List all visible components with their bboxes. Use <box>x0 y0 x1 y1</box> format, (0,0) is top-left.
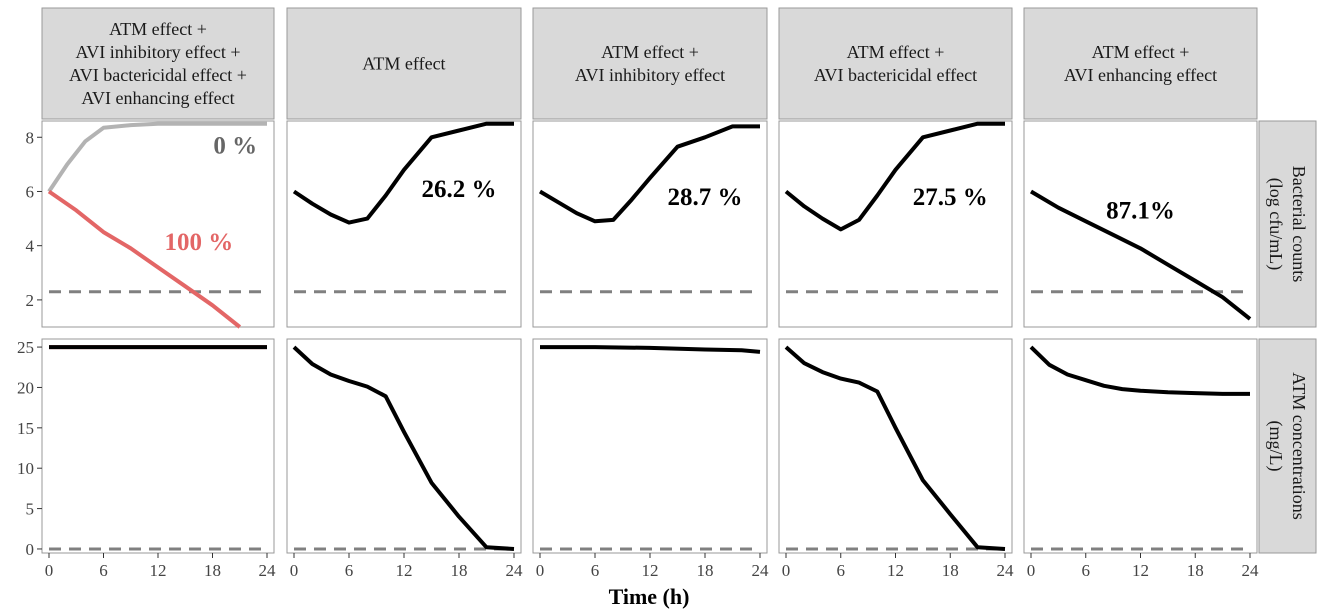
x-axis-title: Time (h) <box>609 584 690 609</box>
column-strip-label: AVI inhibitory effect + <box>76 42 241 62</box>
x-tick-label: 12 <box>887 561 904 580</box>
column-strip-bg <box>1024 8 1257 119</box>
x-tick-label: 12 <box>1132 561 1149 580</box>
x-tick-label: 18 <box>697 561 714 580</box>
x-axis-1: 0 6 12 18 24 <box>45 553 276 580</box>
x-axis-2: 0 6 12 18 24 <box>290 553 523 580</box>
x-tick-label: 6 <box>99 561 108 580</box>
column-strip-label: ATM effect <box>362 54 445 74</box>
row-strip-label: Bacterial counts <box>1289 166 1309 282</box>
x-tick-label: 24 <box>997 561 1015 580</box>
column-strips: ATM effect + AVI inhibitory effect + AVI b… <box>42 8 1257 119</box>
column-strip-bg <box>779 8 1012 119</box>
column-strip-5: ATM effect + AVI enhancing effect <box>1024 8 1257 119</box>
x-tick-label: 24 <box>259 561 277 580</box>
panel-r1-c5: 87.1% <box>1024 121 1257 327</box>
y-tick-label: 5 <box>26 500 35 519</box>
y-tick-label: 2 <box>26 291 35 310</box>
column-strip-1: ATM effect + AVI inhibitory effect + AVI b… <box>42 8 274 119</box>
panel-r1-c2: 26.2 % <box>287 121 521 327</box>
column-strip-label: AVI bactericidal effect <box>814 65 977 85</box>
x-tick-label: 6 <box>837 561 846 580</box>
row-strip-1: Bacterial counts(log cfu/mL) <box>1259 121 1316 327</box>
column-strip-4: ATM effect + AVI bactericidal effect <box>779 8 1012 119</box>
panel-r2-c3 <box>533 339 767 553</box>
x-tick-label: 0 <box>536 561 545 580</box>
panel-r2-c4 <box>779 339 1012 553</box>
panel-border <box>779 121 1012 327</box>
panel-r1-c1: 0 % 100 % 2 4 6 8 <box>26 121 275 327</box>
panel-border <box>533 121 767 327</box>
column-strip-label: AVI bactericidal effect + <box>69 65 247 85</box>
x-tick-label: 24 <box>752 561 770 580</box>
row-strip-2: ATM concentrations(mg/L) <box>1259 339 1316 553</box>
annotation-label: 28.7 % <box>668 184 743 211</box>
x-tick-label: 0 <box>45 561 54 580</box>
x-tick-label: 18 <box>451 561 468 580</box>
x-tick-label: 12 <box>642 561 659 580</box>
y-tick-label: 0 <box>26 540 35 559</box>
y-tick-label: 25 <box>17 338 34 357</box>
annotation-label: 27.5 % <box>913 184 988 211</box>
y-tick-label: 8 <box>26 128 35 147</box>
y-tick-label: 6 <box>26 182 35 201</box>
x-tick-label: 12 <box>396 561 413 580</box>
column-strip-label: ATM effect + <box>1092 42 1190 62</box>
x-tick-label: 24 <box>1242 561 1260 580</box>
x-axes: 0 6 12 18 24 0 6 12 18 24 0 6 12 18 24 0 6 12 18 24 0 6 12 18 24 <box>45 553 1259 580</box>
column-strip-3: ATM effect + AVI inhibitory effect <box>533 8 767 119</box>
row-strip-label: ATM concentrations <box>1289 372 1309 519</box>
row-strip-label: (mg/L) <box>1265 421 1286 472</box>
panel-border <box>42 339 274 553</box>
row-strips: Bacterial counts(log cfu/mL) ATM concentr… <box>1259 121 1316 553</box>
panel-r1-c4: 27.5 % <box>779 121 1012 327</box>
column-strip-2: ATM effect <box>287 8 521 119</box>
panel-r1-c3: 28.7 % <box>533 121 767 327</box>
column-strip-label: ATM effect + <box>109 19 207 39</box>
plot-panels: 0 % 100 % 2 4 6 8 26.2 % 28.7 % 27.5 % 87.1% 0 5 10 1… <box>17 121 1257 559</box>
x-axis-3: 0 6 12 18 24 <box>536 553 769 580</box>
x-tick-label: 6 <box>591 561 600 580</box>
x-tick-label: 6 <box>345 561 354 580</box>
column-strip-label: AVI enhancing effect <box>1064 65 1217 85</box>
x-tick-label: 6 <box>1082 561 1091 580</box>
x-tick-label: 18 <box>942 561 959 580</box>
x-axis-4: 0 6 12 18 24 <box>782 553 1014 580</box>
x-tick-label: 0 <box>1027 561 1036 580</box>
panel-r2-c5 <box>1024 339 1257 553</box>
panel-r2-c1: 0 5 10 15 20 25 <box>17 338 274 559</box>
annotation-label: 87.1% <box>1106 198 1175 225</box>
x-tick-label: 18 <box>204 561 221 580</box>
x-tick-label: 0 <box>782 561 791 580</box>
y-tick-label: 4 <box>26 237 35 256</box>
annotation-label: 0 % <box>213 133 257 160</box>
row-strip-label: (log cfu/mL) <box>1265 178 1286 270</box>
annotation-label: 100 % <box>165 229 234 256</box>
panel-border <box>533 339 767 553</box>
y-tick-label: 15 <box>17 419 34 438</box>
column-strip-label: ATM effect + <box>601 42 699 62</box>
y-tick-label: 20 <box>17 378 34 397</box>
x-tick-label: 0 <box>290 561 299 580</box>
x-tick-label: 18 <box>1187 561 1204 580</box>
column-strip-label: ATM effect + <box>847 42 945 62</box>
panel-border <box>779 339 1012 553</box>
column-strip-bg <box>533 8 767 119</box>
column-strip-label: AVI inhibitory effect <box>575 65 725 85</box>
annotation-label: 26.2 % <box>422 176 497 203</box>
x-tick-label: 12 <box>150 561 167 580</box>
panel-border <box>287 121 521 327</box>
y-tick-label: 10 <box>17 459 34 478</box>
column-strip-label: AVI enhancing effect <box>81 88 234 108</box>
x-axis-5: 0 6 12 18 24 <box>1027 553 1259 580</box>
x-tick-label: 24 <box>506 561 524 580</box>
panel-r2-c2 <box>287 339 521 553</box>
